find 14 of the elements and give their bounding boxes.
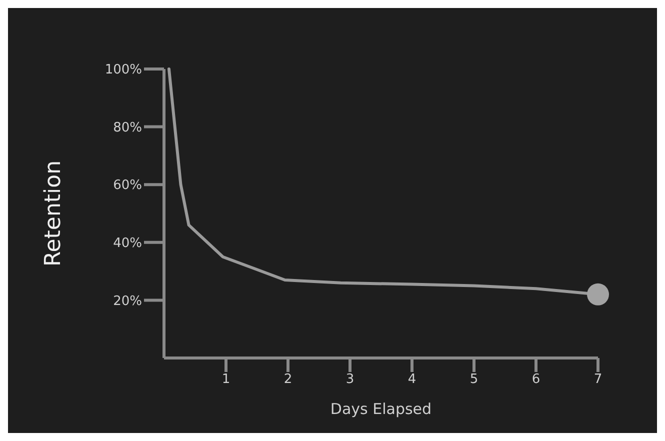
y-tick-label: 20% [113, 294, 142, 309]
y-tick-label: 80% [113, 120, 142, 136]
x-tick-label: 7 [594, 372, 602, 388]
y-tick-label: 60% [113, 178, 142, 194]
x-axis-title: Days Elapsed [330, 400, 432, 418]
x-tick-label: 4 [408, 372, 416, 388]
x-tick-label: 1 [222, 372, 230, 388]
y-tick-label: 100% [104, 62, 142, 78]
y-tick-label: 40% [113, 236, 142, 252]
x-tick-label: 3 [346, 372, 354, 388]
y-axis-title: Retention [40, 160, 66, 267]
x-tick-label: 6 [532, 372, 540, 388]
x-tick-label: 5 [470, 372, 478, 388]
x-tick-label: 2 [284, 372, 292, 388]
